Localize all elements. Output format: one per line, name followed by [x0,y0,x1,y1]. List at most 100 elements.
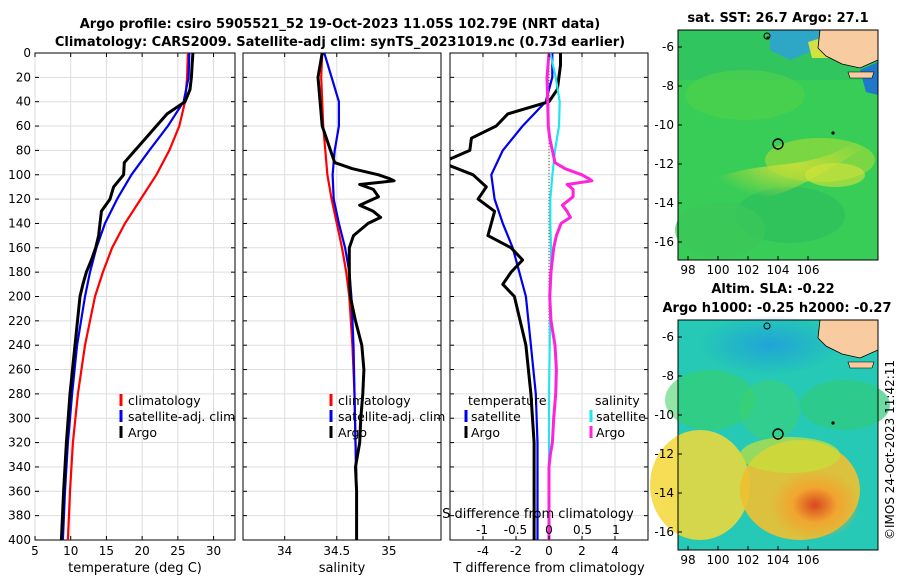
series-line-salinity-satellite [547,53,561,540]
salinity-legend: climatology satellite-adj. clim Argo [329,393,445,440]
series-line-satellite-adj-clim [323,53,358,540]
series-line-climatology [66,53,189,540]
sla-map-title1: Altim. SLA: -0.22 [711,282,834,297]
legend-argo-2: Argo [338,425,367,440]
series-line-argo [59,53,195,540]
series-line-temperature-argo [450,53,562,540]
y-tick-label: 60 [16,119,31,133]
secondary-x-tick-label: 0.5 [573,523,592,537]
legend-satellite-adj-2: satellite-adj. clim [338,409,445,424]
y-tick-label: 360 [8,484,31,498]
y-tick-label: 160 [8,241,31,255]
map-y-tick-label: -16 [654,525,674,539]
x-tick-label: 25 [170,544,185,558]
map-y-tick-label: -16 [654,235,674,249]
map-y-tick-label: -14 [654,486,674,500]
secondary-x-tick-label: -0.5 [504,523,527,537]
secondary-x-tick-label: 0 [545,523,553,537]
map-x-tick-label: 102 [737,553,760,567]
y-tick-label: 380 [8,509,31,523]
map-x-tick-label: 100 [707,263,730,277]
temperature-xlabel: temperature (deg C) [68,561,202,576]
x-tick-label: -2 [510,544,522,558]
x-tick-label: 34 [277,544,292,558]
map-x-tick-label: 102 [737,263,760,277]
watermark: ©IMOS 24-Oct-2023 11:42:11 [883,360,897,540]
sst-map: sat. SST: 26.7 Argo: 27.1 -6 -8 -10 -12 -14 -… [654,11,879,277]
temperature-panel: 0 20 40 60 80 100 120 140 160 180 200 220 240 260 280 3… [8,46,236,576]
legend-sal-satellite: satellite [596,409,646,424]
x-tick-label: 35 [381,544,396,558]
salinity-xlabel: salinity [319,561,366,576]
difference-panel: -4 -2 0 2 4 T difference from climatology S … [442,52,649,576]
salinity-panel: 34 34.5 35 salinity climatology satellite-… [242,52,445,576]
map-y-tick-label: -10 [654,408,674,422]
series-line-argo [316,53,396,540]
map-x-tick-label: 98 [680,263,695,277]
map-y-tick-label: -6 [662,330,674,344]
y-tick-label: 100 [8,168,31,182]
argo-position-marker [772,138,784,150]
legend-climatology-2: climatology [338,393,411,408]
map-x-tick-label: 106 [797,263,820,277]
legend-temp-satellite: satellite [471,409,521,424]
y-tick-label: 0 [23,46,31,60]
map-x-tick-label: 104 [767,263,790,277]
y-tick-label: 320 [8,436,31,450]
x-tick-label: 5 [31,544,39,558]
argo-position-marker-2 [772,428,784,440]
series-line-salinity-argo [545,53,594,540]
map-y-tick-label: -8 [662,79,674,93]
temperature-legend: climatology satellite-adj. clim Argo [119,393,235,440]
legend-argo: Argo [128,425,157,440]
chart-title-line1: Argo profile: csiro 5905521_52 19-Oct-20… [80,17,601,32]
map-x-tick-label: 104 [767,553,790,567]
map-y-tick-label: -14 [654,196,674,210]
map-x-tick-label: 106 [797,553,820,567]
legend-satellite-adj: satellite-adj. clim [128,409,235,424]
y-tick-label: 180 [8,265,31,279]
y-tick-label: 240 [8,338,31,352]
difference-legend: temperature satellite Argo salinity sate… [464,393,646,440]
y-tick-label: 20 [16,70,31,84]
x-tick-label: 0 [545,544,553,558]
x-tick-label: 2 [578,544,586,558]
y-tick-label: 120 [8,192,31,206]
series-line-satellite-adj-clim [61,53,191,540]
x-tick-label: 15 [99,544,114,558]
legend-temp-argo: Argo [471,425,500,440]
y-tick-label: 40 [16,95,31,109]
y-tick-label: 300 [8,411,31,425]
map-x-tick-label: 98 [680,553,695,567]
map-x-tick-label: 100 [707,553,730,567]
x-tick-label: 4 [611,544,619,558]
sst-map-title: sat. SST: 26.7 Argo: 27.1 [687,11,868,26]
legend-sal-argo: Argo [596,425,625,440]
y-tick-label: 140 [8,216,31,230]
map-y-tick-label: -8 [662,369,674,383]
legend-salinity-title: salinity [595,393,640,408]
t-diff-xlabel: T difference from climatology [452,561,645,576]
map-y-tick-label: -10 [654,118,674,132]
y-tick-label: 280 [8,387,31,401]
map-y-tick-label: -6 [662,40,674,54]
secondary-x-tick-label: 1 [612,523,620,537]
x-tick-label: 10 [63,544,78,558]
x-tick-label: -4 [477,544,489,558]
secondary-x-tick-label: -1 [476,523,488,537]
y-tick-label: 260 [8,363,31,377]
y-tick-label: 80 [16,143,31,157]
y-tick-label: 340 [8,460,31,474]
x-tick-label: 34.5 [323,544,350,558]
sla-map: Altim. SLA: -0.22 Argo h1000: -0.25 h200… [650,282,892,567]
sla-map-title2: Argo h1000: -0.25 h2000: -0.27 [662,301,891,316]
y-tick-label: 220 [8,314,31,328]
x-tick-label: 20 [135,544,150,558]
map-y-tick-label: -12 [654,157,674,171]
legend-climatology: climatology [128,393,201,408]
y-tick-label: 400 [8,533,31,547]
y-tick-label: 200 [8,290,31,304]
series-line-temperature-satellite [490,53,554,540]
x-tick-label: 30 [206,544,221,558]
